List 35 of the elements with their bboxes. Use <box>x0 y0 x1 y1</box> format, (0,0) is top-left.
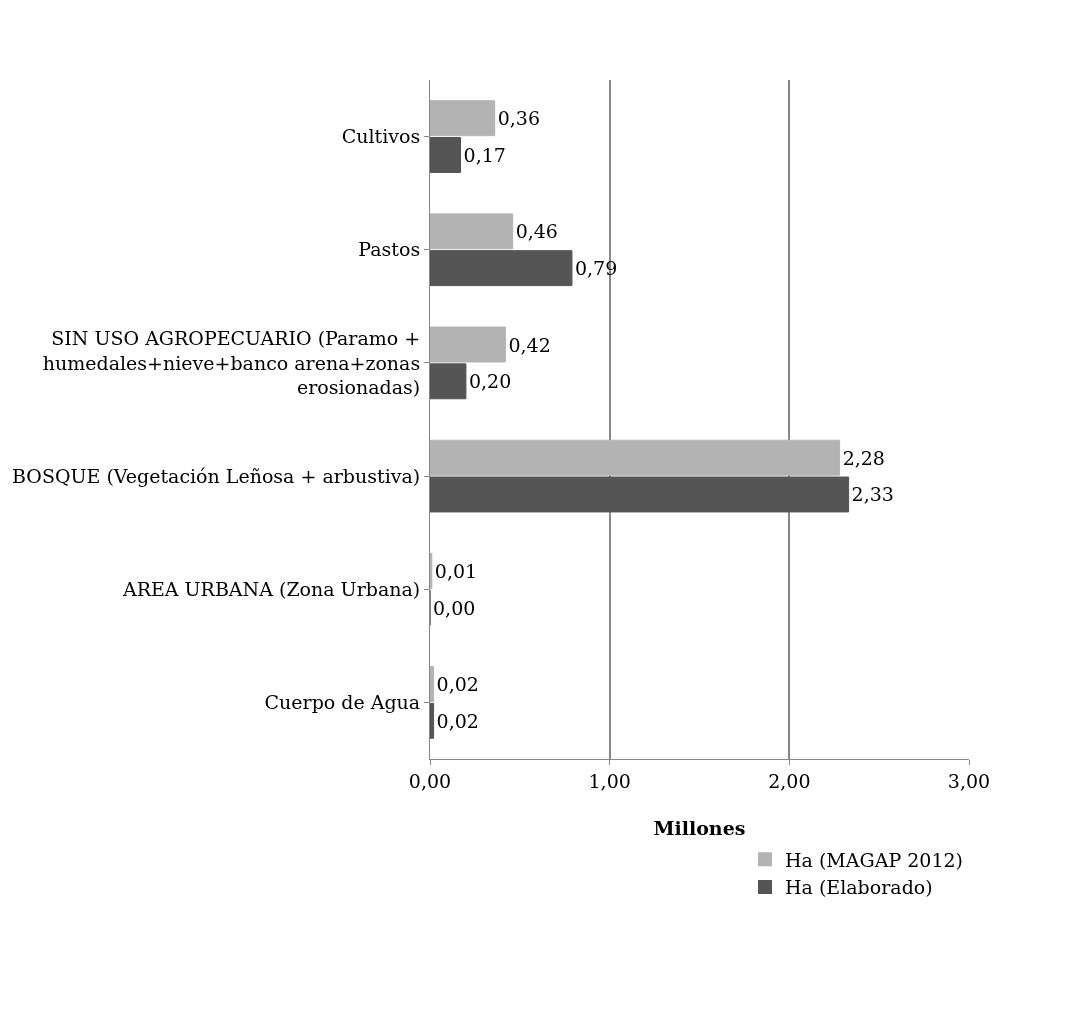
bar <box>430 100 496 137</box>
x-tick-label: 1,00 <box>588 769 631 792</box>
y-tick-label: SIN USO AGROPECUARIO (Paramo + humedales+nieve+banco arena+zonas erosionadas) <box>42 326 421 399</box>
data-label: 0,20 <box>468 370 512 393</box>
y-tick-label: Pastos <box>358 238 421 261</box>
bar <box>430 439 841 476</box>
data-label: 0,36 <box>497 107 540 130</box>
y-tick-label: AREA URBANA (Zona Urbana) <box>121 577 421 600</box>
x-tick-label: 3,00 <box>947 769 991 792</box>
x-axis-title: Millones <box>653 816 746 839</box>
y-tick-label: BOSQUE (Vegetación Leñosa + arbustiva) <box>12 464 421 487</box>
data-label: 0,00 <box>433 596 476 619</box>
data-label: 0,17 <box>463 143 506 166</box>
data-label: 0,02 <box>436 673 479 696</box>
bar <box>430 666 435 702</box>
legend-label: Ha (MAGAP 2012) <box>785 848 964 871</box>
y-tick-label: Cuerpo de Agua <box>264 691 421 714</box>
x-tick-label: 2,00 <box>768 769 811 792</box>
legend-label: Ha (Elaborado) <box>785 876 933 899</box>
y-tick-label: Cultivos <box>341 125 421 148</box>
data-label: 0,42 <box>508 333 551 356</box>
data-label: 0,02 <box>436 709 479 732</box>
bar <box>430 213 514 250</box>
bar <box>430 137 462 173</box>
data-label: 2,33 <box>851 483 894 506</box>
bar <box>430 250 573 287</box>
bar <box>430 476 850 513</box>
x-tick-label: 0,00 <box>408 769 452 792</box>
data-label: 0,46 <box>515 220 558 243</box>
bar <box>430 702 435 739</box>
data-label: 2,28 <box>842 446 885 469</box>
bar <box>430 363 467 400</box>
data-label: 0,79 <box>574 257 618 280</box>
bar <box>430 326 506 363</box>
data-label: 0,01 <box>434 559 478 582</box>
